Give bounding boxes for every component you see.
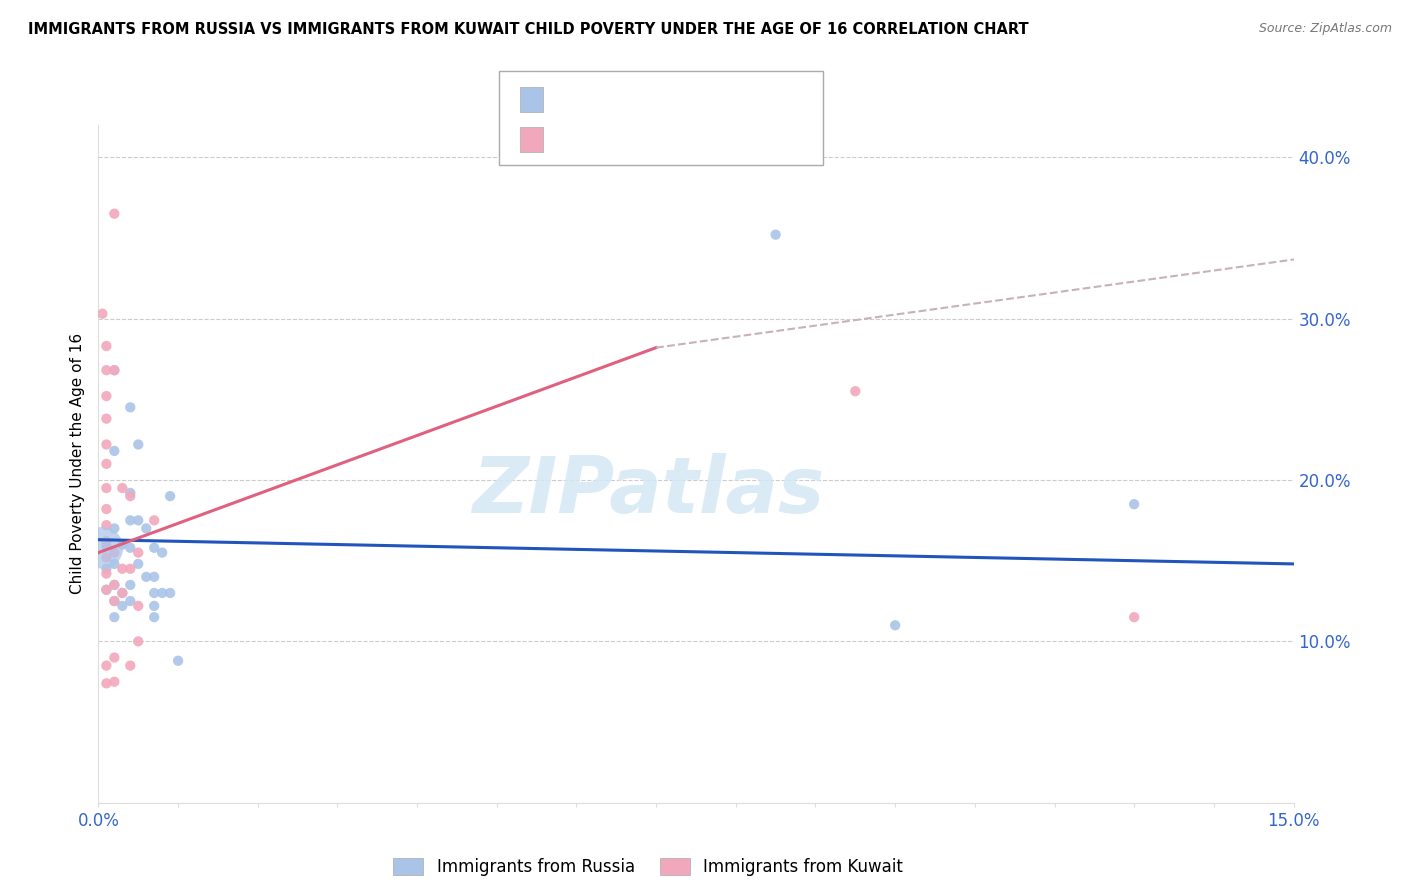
Point xyxy=(120,489,142,503)
Point xyxy=(127,437,149,451)
Point xyxy=(91,541,114,555)
Point xyxy=(96,457,118,471)
Point xyxy=(96,582,118,597)
Point xyxy=(143,570,166,584)
Point xyxy=(103,674,125,689)
Point xyxy=(103,521,125,535)
Point xyxy=(103,557,125,571)
Point xyxy=(103,594,125,608)
Point xyxy=(103,594,125,608)
Point xyxy=(150,546,173,560)
Point xyxy=(96,550,118,565)
Point xyxy=(159,586,181,600)
Point xyxy=(120,401,142,415)
Point xyxy=(765,227,787,242)
Text: R =  -0.036   N = 37: R = -0.036 N = 37 xyxy=(550,89,733,104)
Point xyxy=(96,562,118,576)
Point xyxy=(103,650,125,665)
Point xyxy=(103,207,125,221)
Point xyxy=(143,610,166,624)
Point xyxy=(103,578,125,592)
Point xyxy=(884,618,907,632)
Point xyxy=(143,513,166,527)
Point xyxy=(96,518,118,533)
Point xyxy=(96,339,118,353)
Point xyxy=(111,586,134,600)
Point xyxy=(103,610,125,624)
Point xyxy=(167,654,190,668)
Point xyxy=(120,541,142,555)
Text: IMMIGRANTS FROM RUSSIA VS IMMIGRANTS FROM KUWAIT CHILD POVERTY UNDER THE AGE OF : IMMIGRANTS FROM RUSSIA VS IMMIGRANTS FRO… xyxy=(28,22,1029,37)
Point xyxy=(111,481,134,495)
Point xyxy=(1123,497,1146,511)
Point xyxy=(120,594,142,608)
Point xyxy=(96,566,118,581)
Point xyxy=(96,658,118,673)
Point xyxy=(103,444,125,458)
Point xyxy=(127,557,149,571)
Point xyxy=(103,546,125,560)
Point xyxy=(844,384,866,399)
Point xyxy=(103,363,125,377)
Point xyxy=(103,363,125,377)
Legend: Immigrants from Russia, Immigrants from Kuwait: Immigrants from Russia, Immigrants from … xyxy=(387,851,910,882)
Point xyxy=(96,389,118,403)
Point xyxy=(135,570,157,584)
Text: ZIPatlas: ZIPatlas xyxy=(472,453,824,529)
Point xyxy=(127,634,149,648)
Point xyxy=(111,599,134,613)
Point xyxy=(96,534,118,549)
Point xyxy=(1322,664,1344,678)
Point xyxy=(96,539,118,553)
Point xyxy=(111,586,134,600)
Point xyxy=(150,586,173,600)
Point xyxy=(96,676,118,690)
Point xyxy=(96,411,118,425)
Point xyxy=(120,486,142,500)
Point xyxy=(96,502,118,516)
Point xyxy=(120,562,142,576)
Point xyxy=(1123,610,1146,624)
Point xyxy=(127,513,149,527)
Point xyxy=(143,541,166,555)
Point xyxy=(96,437,118,451)
Point xyxy=(96,481,118,495)
Text: R =   0.271   N = 36: R = 0.271 N = 36 xyxy=(550,128,733,144)
Point xyxy=(111,562,134,576)
Y-axis label: Child Poverty Under the Age of 16: Child Poverty Under the Age of 16 xyxy=(70,334,86,594)
Point xyxy=(96,582,118,597)
Point xyxy=(143,586,166,600)
Point xyxy=(127,546,149,560)
Point xyxy=(135,521,157,535)
Text: Source: ZipAtlas.com: Source: ZipAtlas.com xyxy=(1258,22,1392,36)
Point xyxy=(103,578,125,592)
Point xyxy=(111,537,134,551)
Point xyxy=(91,307,114,321)
Point xyxy=(127,599,149,613)
Point xyxy=(120,578,142,592)
Point xyxy=(159,489,181,503)
Point xyxy=(143,599,166,613)
Point xyxy=(96,363,118,377)
Point xyxy=(120,658,142,673)
Point xyxy=(120,513,142,527)
